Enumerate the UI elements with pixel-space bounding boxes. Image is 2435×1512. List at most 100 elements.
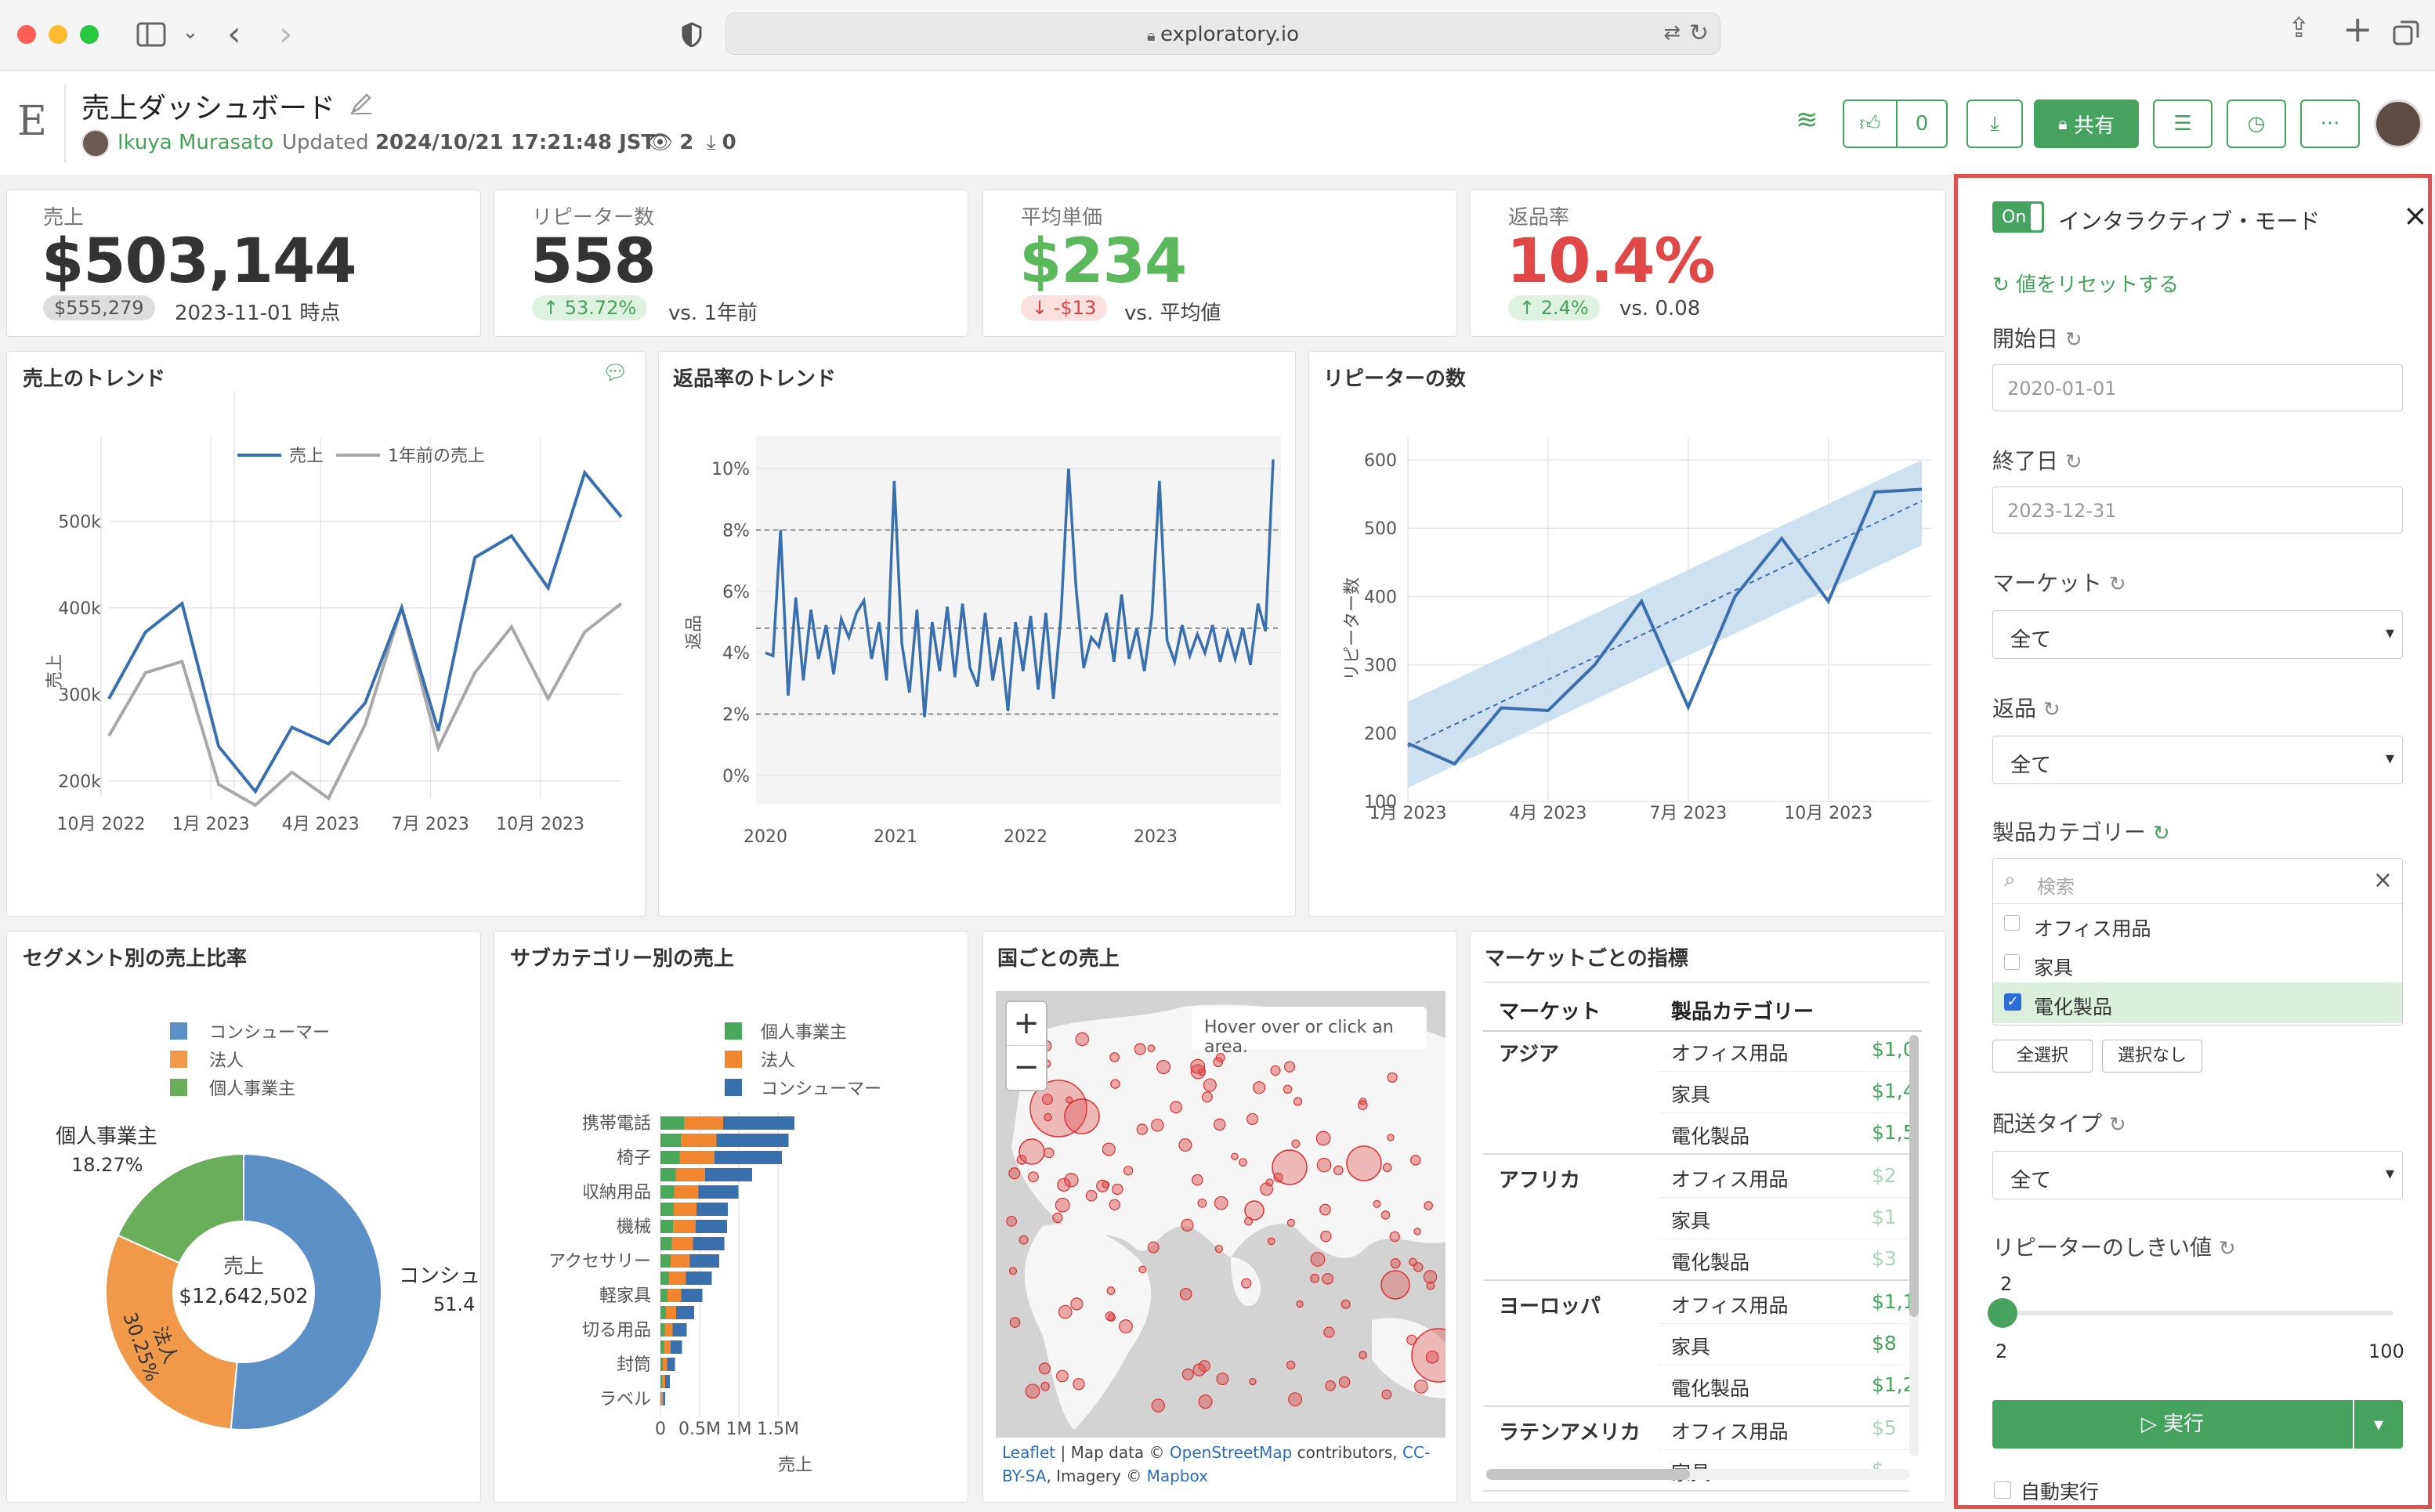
sales-bubble — [1283, 1084, 1293, 1094]
select-all-button[interactable]: 全選択 — [1992, 1040, 2093, 1073]
more-button[interactable]: ··· — [2300, 99, 2360, 148]
reload-icon[interactable]: ↻ — [1688, 20, 1709, 47]
new-tab-icon[interactable]: + — [2343, 8, 2373, 50]
close-icon[interactable]: × — [2403, 198, 2428, 233]
comment-icon[interactable]: 💬︎ — [602, 361, 629, 385]
threshold-slider-thumb[interactable] — [1988, 1298, 2017, 1328]
end-date-input[interactable]: 2023-12-31 — [1992, 487, 2403, 534]
return-select[interactable]: 全て ▾ — [1992, 736, 2403, 784]
sales-bubble — [1156, 1060, 1171, 1075]
y-tick-label: 400k — [58, 599, 101, 619]
auto-run-checkbox[interactable] — [1994, 1481, 2011, 1499]
category-option[interactable]: オフィス用品 — [1993, 904, 2402, 943]
checkbox[interactable] — [2004, 915, 2020, 931]
forward-icon[interactable]: › — [279, 14, 293, 54]
cc-link[interactable]: CC-BY-SA — [1002, 1443, 1431, 1485]
horizontal-scrollbar[interactable] — [1486, 1469, 1909, 1480]
run-options-button[interactable]: ▾ — [2354, 1400, 2403, 1449]
run-button[interactable]: ▷ 実行 — [1992, 1400, 2353, 1449]
sales-bubble — [1170, 1101, 1182, 1114]
zoom-window-button[interactable] — [80, 25, 99, 44]
x-tick-label: 2023 — [1134, 827, 1178, 847]
share-page-icon[interactable]: ⇪ — [2288, 13, 2310, 44]
zoom-out-button[interactable]: − — [1013, 1049, 1040, 1085]
minimize-window-button[interactable] — [49, 25, 67, 44]
select-none-button[interactable]: 選択なし — [2102, 1040, 2202, 1073]
like-button[interactable]: 👍︎ 0 — [1843, 99, 1948, 148]
sales-bubble — [1216, 1373, 1229, 1386]
x-tick-label: 7月 2023 — [1649, 804, 1727, 823]
sales-bubble — [1058, 1304, 1073, 1319]
user-avatar[interactable] — [2374, 99, 2422, 148]
share-button[interactable]: 🔒︎ 共有 — [2034, 99, 2139, 148]
category-cell: 家具 — [1671, 1083, 1711, 1106]
refresh-icon[interactable]: ↻ — [2064, 328, 2082, 352]
sales-bubble — [1203, 1078, 1217, 1092]
market-select[interactable]: 全て ▾ — [1992, 610, 2403, 659]
mapbox-link[interactable]: Mapbox — [1146, 1467, 1208, 1485]
reset-values-link[interactable]: ↻ 値をリセットする — [1992, 269, 2179, 298]
clear-search-icon[interactable]: × — [2372, 866, 2393, 894]
zoom-in-button[interactable]: + — [1007, 1002, 1046, 1046]
osm-link[interactable]: OpenStreetMap — [1169, 1443, 1293, 1462]
x-tick-label: 1.5M — [757, 1420, 799, 1439]
sales-bubble — [1358, 1100, 1368, 1110]
donut-slice — [230, 1152, 382, 1431]
row-divider — [1659, 1197, 1909, 1198]
chevron-down-icon[interactable]: ⌄ — [182, 20, 199, 44]
donut-slice — [105, 1234, 238, 1431]
sales-bubble — [1323, 1326, 1335, 1338]
sales-bubble — [1197, 1198, 1207, 1208]
kpi-note: vs. 0.08 — [1619, 297, 1701, 320]
address-bar[interactable]: 🔒︎ exploratory.io ⇄ ↻ — [725, 13, 1720, 55]
refresh-icon[interactable]: ↻ — [2108, 1113, 2126, 1137]
sales-bubble — [1029, 1080, 1087, 1138]
sales-bubble — [1316, 1157, 1332, 1173]
line-sales — [107, 469, 623, 794]
app-logo[interactable]: E — [17, 98, 47, 145]
refresh-icon[interactable]: ↻ — [2108, 573, 2126, 596]
column-header-market[interactable]: マーケット — [1499, 1000, 1601, 1024]
y-tick-label: 200 — [1364, 725, 1397, 744]
tab-overview-icon[interactable] — [2393, 19, 2421, 47]
sales-bubble — [1406, 1334, 1417, 1345]
row-divider — [1659, 1323, 1909, 1324]
category-search[interactable]: ⌕ 検索 × — [1993, 859, 2402, 904]
leaflet-link[interactable]: Leaflet — [1002, 1443, 1056, 1462]
segment-card: セグメント別の売上比率 コンシューマー 法人 個人事業主 売上 $12,642,… — [6, 931, 481, 1503]
back-icon[interactable]: ‹ — [227, 14, 241, 54]
category-option-selected[interactable]: ✓ 電化製品 — [1993, 982, 2402, 1023]
sales-bubble — [1044, 1112, 1052, 1122]
checkbox-checked[interactable]: ✓ — [2004, 993, 2021, 1011]
bar-segment — [715, 1151, 782, 1164]
map-canvas[interactable]: + − Hover over or click an area. — [996, 991, 1445, 1438]
refresh-icon[interactable]: ↻ — [2218, 1237, 2236, 1261]
column-header-category[interactable]: 製品カテゴリー — [1671, 1000, 1814, 1024]
sales-bubble — [1283, 1061, 1296, 1073]
checkbox[interactable] — [2004, 954, 2020, 970]
refresh-icon[interactable]: ↻ — [2152, 822, 2170, 845]
category-option[interactable]: 家具 — [1993, 943, 2402, 982]
history-button[interactable]: ◷ — [2227, 99, 2286, 148]
group-divider — [1483, 1490, 1909, 1492]
sales-bubble — [1409, 1257, 1417, 1267]
refresh-icon[interactable]: ↻ — [2064, 450, 2082, 474]
vertical-scrollbar[interactable] — [1909, 1035, 1919, 1456]
close-window-button[interactable] — [17, 25, 36, 44]
dashboard-header: E 売上ダッシュボード Ikuya Murasato Updated 2024/… — [0, 71, 2435, 176]
threshold-slider-track[interactable] — [2002, 1311, 2393, 1315]
edit-icon[interactable] — [349, 92, 373, 115]
sidebar-toggle-icon[interactable] — [136, 22, 168, 47]
parameters-button[interactable]: ☰ — [2153, 99, 2212, 148]
shield-icon — [682, 22, 702, 47]
download-button[interactable]: ⤓ — [1966, 99, 2023, 148]
bar-segment — [673, 1220, 696, 1233]
interactive-mode-toggle[interactable]: On — [1992, 201, 2044, 233]
refresh-icon[interactable]: ↻ — [2042, 698, 2061, 722]
segment-donut-chart: コンシューマー 法人 個人事業主 売上 $12,642,502 個人事業主 18… — [56, 1022, 480, 1431]
bar-segment — [660, 1358, 663, 1371]
shipping-select[interactable]: 全て ▾ — [1992, 1151, 2403, 1199]
translate-icon[interactable]: ⇄ — [1663, 21, 1681, 45]
author-link[interactable]: Ikuya Murasato — [118, 131, 274, 154]
start-date-input[interactable]: 2020-01-01 — [1992, 364, 2403, 411]
